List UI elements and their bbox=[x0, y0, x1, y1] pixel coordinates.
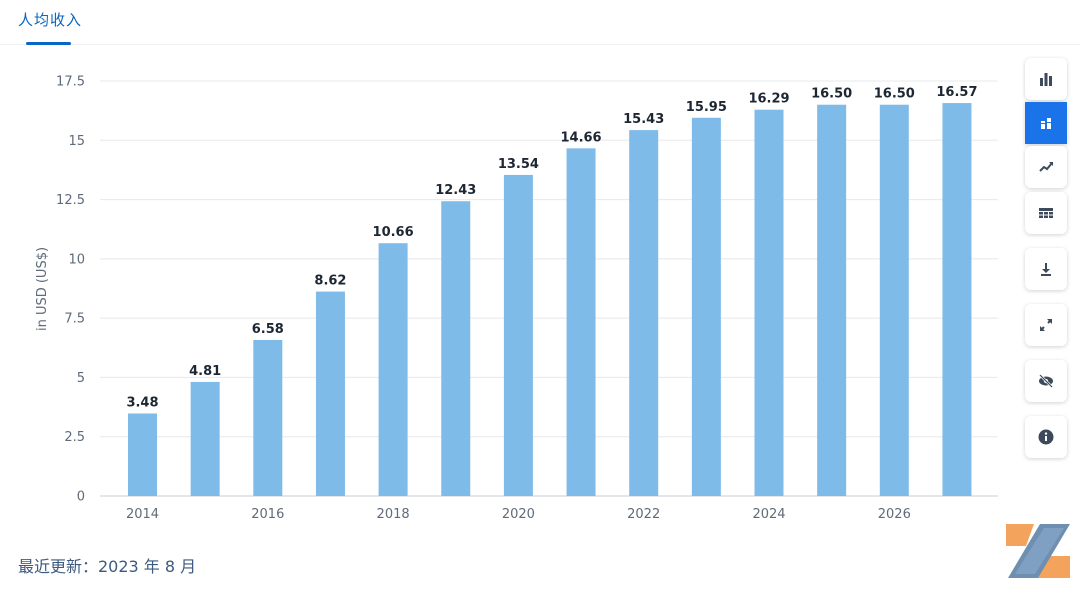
bar-value-label: 14.66 bbox=[560, 130, 601, 145]
y-tick-label: 10 bbox=[68, 252, 85, 267]
gridlines bbox=[100, 80, 998, 497]
bar-chart-button[interactable] bbox=[1025, 58, 1067, 100]
y-tick-labels: 0 2.5 5 7.5 10 12.5 15 17.5 bbox=[56, 75, 85, 505]
bar-value-label: 16.57 bbox=[936, 85, 977, 100]
x-tick-label: 2020 bbox=[502, 507, 535, 522]
bar[interactable] bbox=[691, 117, 721, 496]
bar-value-label: 10.66 bbox=[373, 225, 414, 240]
y-tick-label: 2.5 bbox=[64, 430, 85, 445]
info-icon bbox=[1038, 429, 1054, 445]
tab-active-indicator bbox=[26, 42, 71, 45]
bar[interactable] bbox=[503, 174, 533, 496]
stacked-bar-icon bbox=[1041, 118, 1051, 129]
bar[interactable] bbox=[378, 243, 408, 496]
line-chart-button[interactable] bbox=[1025, 146, 1067, 188]
bar[interactable] bbox=[817, 104, 847, 496]
bar-value-label: 16.29 bbox=[748, 92, 789, 107]
bar-value-label: 6.58 bbox=[252, 322, 284, 337]
trend-line-icon bbox=[1039, 162, 1053, 172]
download-button[interactable] bbox=[1025, 248, 1067, 290]
bars bbox=[128, 103, 972, 497]
x-tick-labels: 2014 2016 2018 2020 2022 2024 2026 bbox=[126, 507, 911, 522]
bar-chart: 0 2.5 5 7.5 10 12.5 15 17.5 3.48 4.81 6.58 8.62 10.… bbox=[35, 75, 998, 522]
last-updated-note: 最近更新：2023 年 8 月 bbox=[18, 557, 197, 576]
y-tick-label: 17.5 bbox=[56, 75, 85, 90]
x-tick-label: 2016 bbox=[251, 507, 284, 522]
bar[interactable] bbox=[128, 413, 157, 496]
chart-area: 0 2.5 5 7.5 10 12.5 15 17.5 3.48 4.81 6.58 8.62 10.… bbox=[0, 55, 1010, 535]
fullscreen-icon bbox=[1040, 319, 1052, 331]
bar-value-label: 12.43 bbox=[435, 183, 476, 198]
bar[interactable] bbox=[566, 148, 596, 496]
fullscreen-button[interactable] bbox=[1025, 304, 1067, 346]
bar-chart-icon bbox=[1040, 73, 1052, 86]
y-tick-label: 7.5 bbox=[64, 312, 85, 327]
bar[interactable] bbox=[754, 109, 784, 497]
x-tick-label: 2026 bbox=[878, 507, 911, 522]
bar[interactable] bbox=[315, 291, 345, 496]
info-button[interactable] bbox=[1025, 416, 1067, 458]
y-tick-label: 0 bbox=[77, 490, 85, 505]
bar[interactable] bbox=[879, 104, 909, 496]
tab-bar: 人均收入 bbox=[0, 0, 1080, 45]
y-tick-label: 15 bbox=[68, 134, 85, 149]
bar[interactable] bbox=[253, 339, 283, 496]
bar-value-label: 8.62 bbox=[314, 274, 346, 289]
bar-value-label: 16.50 bbox=[811, 87, 852, 102]
x-tick-label: 2014 bbox=[126, 507, 159, 522]
x-tick-label: 2022 bbox=[627, 507, 660, 522]
y-tick-label: 12.5 bbox=[56, 193, 85, 208]
bar-value-label: 16.50 bbox=[874, 87, 915, 102]
y-axis-label: in USD (US$) bbox=[35, 247, 50, 331]
x-tick-label: 2024 bbox=[752, 507, 785, 522]
stacked-bar-button[interactable] bbox=[1025, 102, 1067, 144]
site-logo bbox=[1006, 524, 1070, 578]
table-grid-icon bbox=[1039, 208, 1053, 218]
x-tick-label: 2018 bbox=[377, 507, 410, 522]
hide-chart-button[interactable] bbox=[1025, 360, 1067, 402]
bar[interactable] bbox=[190, 381, 220, 496]
bar-value-labels: 3.48 4.81 6.58 8.62 10.66 12.43 13.54 14.66 15.4… bbox=[126, 85, 977, 410]
y-tick-label: 5 bbox=[77, 371, 85, 386]
table-view-button[interactable] bbox=[1025, 192, 1067, 234]
bar-value-label: 4.81 bbox=[189, 364, 221, 379]
hide-eye-icon bbox=[1039, 374, 1053, 388]
bar-value-label: 15.95 bbox=[686, 100, 727, 115]
bar-value-label: 13.54 bbox=[498, 157, 539, 172]
bar-value-label: 3.48 bbox=[126, 395, 158, 410]
tab-per-capita-revenue[interactable]: 人均收入 bbox=[18, 11, 83, 29]
download-icon bbox=[1041, 263, 1051, 276]
bar[interactable] bbox=[441, 201, 471, 496]
bar[interactable] bbox=[942, 103, 972, 496]
bar[interactable] bbox=[629, 130, 659, 496]
bar-value-label: 15.43 bbox=[623, 112, 664, 127]
